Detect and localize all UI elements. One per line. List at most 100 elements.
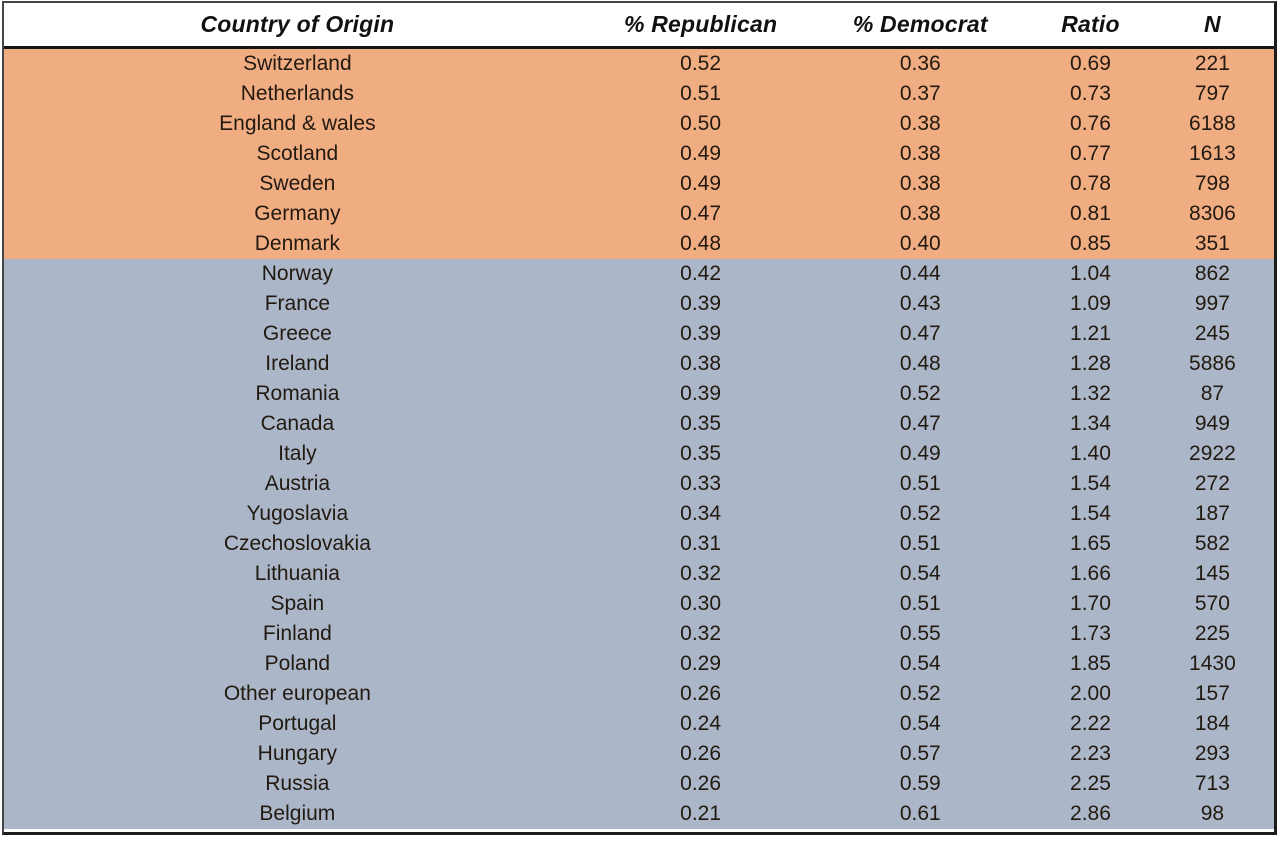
cell-pct-democrat: 0.38 [899, 202, 941, 225]
cell-n: 798 [1194, 172, 1230, 195]
cell-pct-democrat: 0.47 [899, 412, 941, 435]
cell-country: Belgium [259, 802, 336, 825]
cell-country: Spain [270, 592, 325, 615]
table-row: England & wales 0.50 0.38 0.76 6188 [4, 109, 1274, 139]
cell-pct-republican: 0.47 [680, 202, 722, 225]
cell-pct-democrat: 0.54 [899, 652, 941, 675]
cell-pct-democrat: 0.59 [899, 772, 941, 795]
cell-ratio: 1.54 [1070, 472, 1111, 495]
cell-country: Hungary [257, 742, 338, 765]
cell-country: Denmark [254, 232, 340, 255]
cell-ratio: 1.28 [1070, 352, 1111, 375]
cell-country: Yugoslavia [246, 502, 349, 525]
cell-pct-democrat: 0.38 [899, 142, 941, 165]
cell-pct-democrat: 0.40 [899, 232, 941, 255]
table-row: Finland 0.32 0.55 1.73 225 [4, 619, 1274, 649]
cell-ratio: 1.32 [1070, 382, 1111, 405]
cell-n: 8306 [1189, 202, 1236, 225]
cell-pct-republican: 0.35 [680, 442, 722, 465]
cell-pct-republican: 0.21 [680, 802, 722, 825]
cell-pct-democrat: 0.51 [899, 472, 941, 495]
cell-ratio: 1.40 [1070, 442, 1111, 465]
cell-pct-republican: 0.32 [680, 562, 722, 585]
cell-pct-democrat: 0.38 [899, 172, 941, 195]
cell-pct-democrat: 0.48 [899, 352, 941, 375]
cell-pct-democrat: 0.44 [899, 262, 941, 285]
cell-pct-republican: 0.48 [680, 232, 722, 255]
cell-pct-democrat: 0.36 [899, 52, 941, 75]
cell-country: Lithuania [254, 562, 340, 585]
table-row: Portugal 0.24 0.54 2.22 184 [4, 709, 1274, 739]
cell-pct-democrat: 0.43 [899, 292, 941, 315]
cell-n: 582 [1194, 532, 1230, 555]
table-row: Scotland 0.49 0.38 0.77 1613 [4, 139, 1274, 169]
cell-country: Scotland [256, 142, 339, 165]
table-row: Italy 0.35 0.49 1.40 2922 [4, 439, 1274, 469]
cell-n: 862 [1194, 262, 1230, 285]
cell-ratio: 1.34 [1070, 412, 1111, 435]
cell-pct-democrat: 0.51 [899, 592, 941, 615]
cell-n: 1613 [1189, 142, 1236, 165]
cell-ratio: 2.25 [1070, 772, 1111, 795]
cell-n: 184 [1194, 712, 1230, 735]
cell-n: 949 [1194, 412, 1230, 435]
cell-ratio: 1.70 [1070, 592, 1111, 615]
cell-n: 293 [1194, 742, 1230, 765]
cell-pct-republican: 0.26 [680, 772, 722, 795]
cell-ratio: 2.00 [1070, 682, 1111, 705]
table-row: Spain 0.30 0.51 1.70 570 [4, 589, 1274, 619]
table-row: Switzerland 0.52 0.36 0.69 221 [4, 47, 1274, 79]
cell-n: 87 [1200, 382, 1225, 405]
cell-pct-republican: 0.24 [680, 712, 722, 735]
table-row: Netherlands 0.51 0.37 0.73 797 [4, 79, 1274, 109]
cell-n: 713 [1194, 772, 1230, 795]
cell-pct-democrat: 0.61 [899, 802, 941, 825]
cell-country: Switzerland [243, 52, 352, 75]
cell-country: Czechoslovakia [223, 532, 371, 555]
cell-ratio: 1.66 [1070, 562, 1111, 585]
cell-country: Italy [278, 442, 317, 465]
cell-ratio: 1.73 [1070, 622, 1111, 645]
table-row: Norway 0.42 0.44 1.04 862 [4, 259, 1274, 289]
table-row: Canada 0.35 0.47 1.34 949 [4, 409, 1274, 439]
table-row: France 0.39 0.43 1.09 997 [4, 289, 1274, 319]
cell-n: 1430 [1189, 652, 1236, 675]
table-row: Other european 0.26 0.52 2.00 157 [4, 679, 1274, 709]
cell-pct-democrat: 0.47 [899, 322, 941, 345]
cell-pct-republican: 0.39 [680, 322, 722, 345]
cell-ratio: 1.54 [1070, 502, 1111, 525]
cell-n: 145 [1194, 562, 1230, 585]
cell-ratio: 2.22 [1070, 712, 1111, 735]
cell-country: Sweden [259, 172, 336, 195]
col-header-pct-republican: % Republican [590, 3, 811, 49]
cell-country: Canada [260, 412, 335, 435]
cell-n: 187 [1194, 502, 1230, 525]
cell-pct-republican: 0.42 [680, 262, 722, 285]
cell-pct-republican: 0.39 [680, 382, 722, 405]
table-row: Yugoslavia 0.34 0.52 1.54 187 [4, 499, 1274, 529]
cell-country: Greece [262, 322, 332, 345]
table-row: Germany 0.47 0.38 0.81 8306 [4, 199, 1274, 229]
cell-pct-democrat: 0.55 [899, 622, 941, 645]
cell-country: Other european [223, 682, 371, 705]
cell-country: Norway [261, 262, 333, 285]
cell-pct-democrat: 0.52 [899, 382, 941, 405]
party-affiliation-by-country-table: Country of Origin % Republican % Democra… [4, 3, 1274, 829]
cell-country: Austria [264, 472, 331, 495]
cell-pct-republican: 0.52 [680, 52, 722, 75]
table-row: Czechoslovakia 0.31 0.51 1.65 582 [4, 529, 1274, 559]
cell-n: 272 [1194, 472, 1230, 495]
cell-pct-republican: 0.49 [680, 142, 722, 165]
table-header: Country of Origin % Republican % Democra… [4, 3, 1274, 49]
cell-country: Ireland [265, 352, 330, 375]
cell-pct-republican: 0.51 [680, 82, 722, 105]
col-header-n: N [1150, 3, 1274, 49]
cell-pct-republican: 0.50 [680, 112, 722, 135]
cell-ratio: 1.85 [1070, 652, 1111, 675]
cell-pct-republican: 0.35 [680, 412, 722, 435]
cell-ratio: 0.76 [1070, 112, 1111, 135]
table-row: Belgium 0.21 0.61 2.86 98 [4, 799, 1274, 829]
cell-n: 2922 [1189, 442, 1236, 465]
cell-n: 5886 [1189, 352, 1236, 375]
